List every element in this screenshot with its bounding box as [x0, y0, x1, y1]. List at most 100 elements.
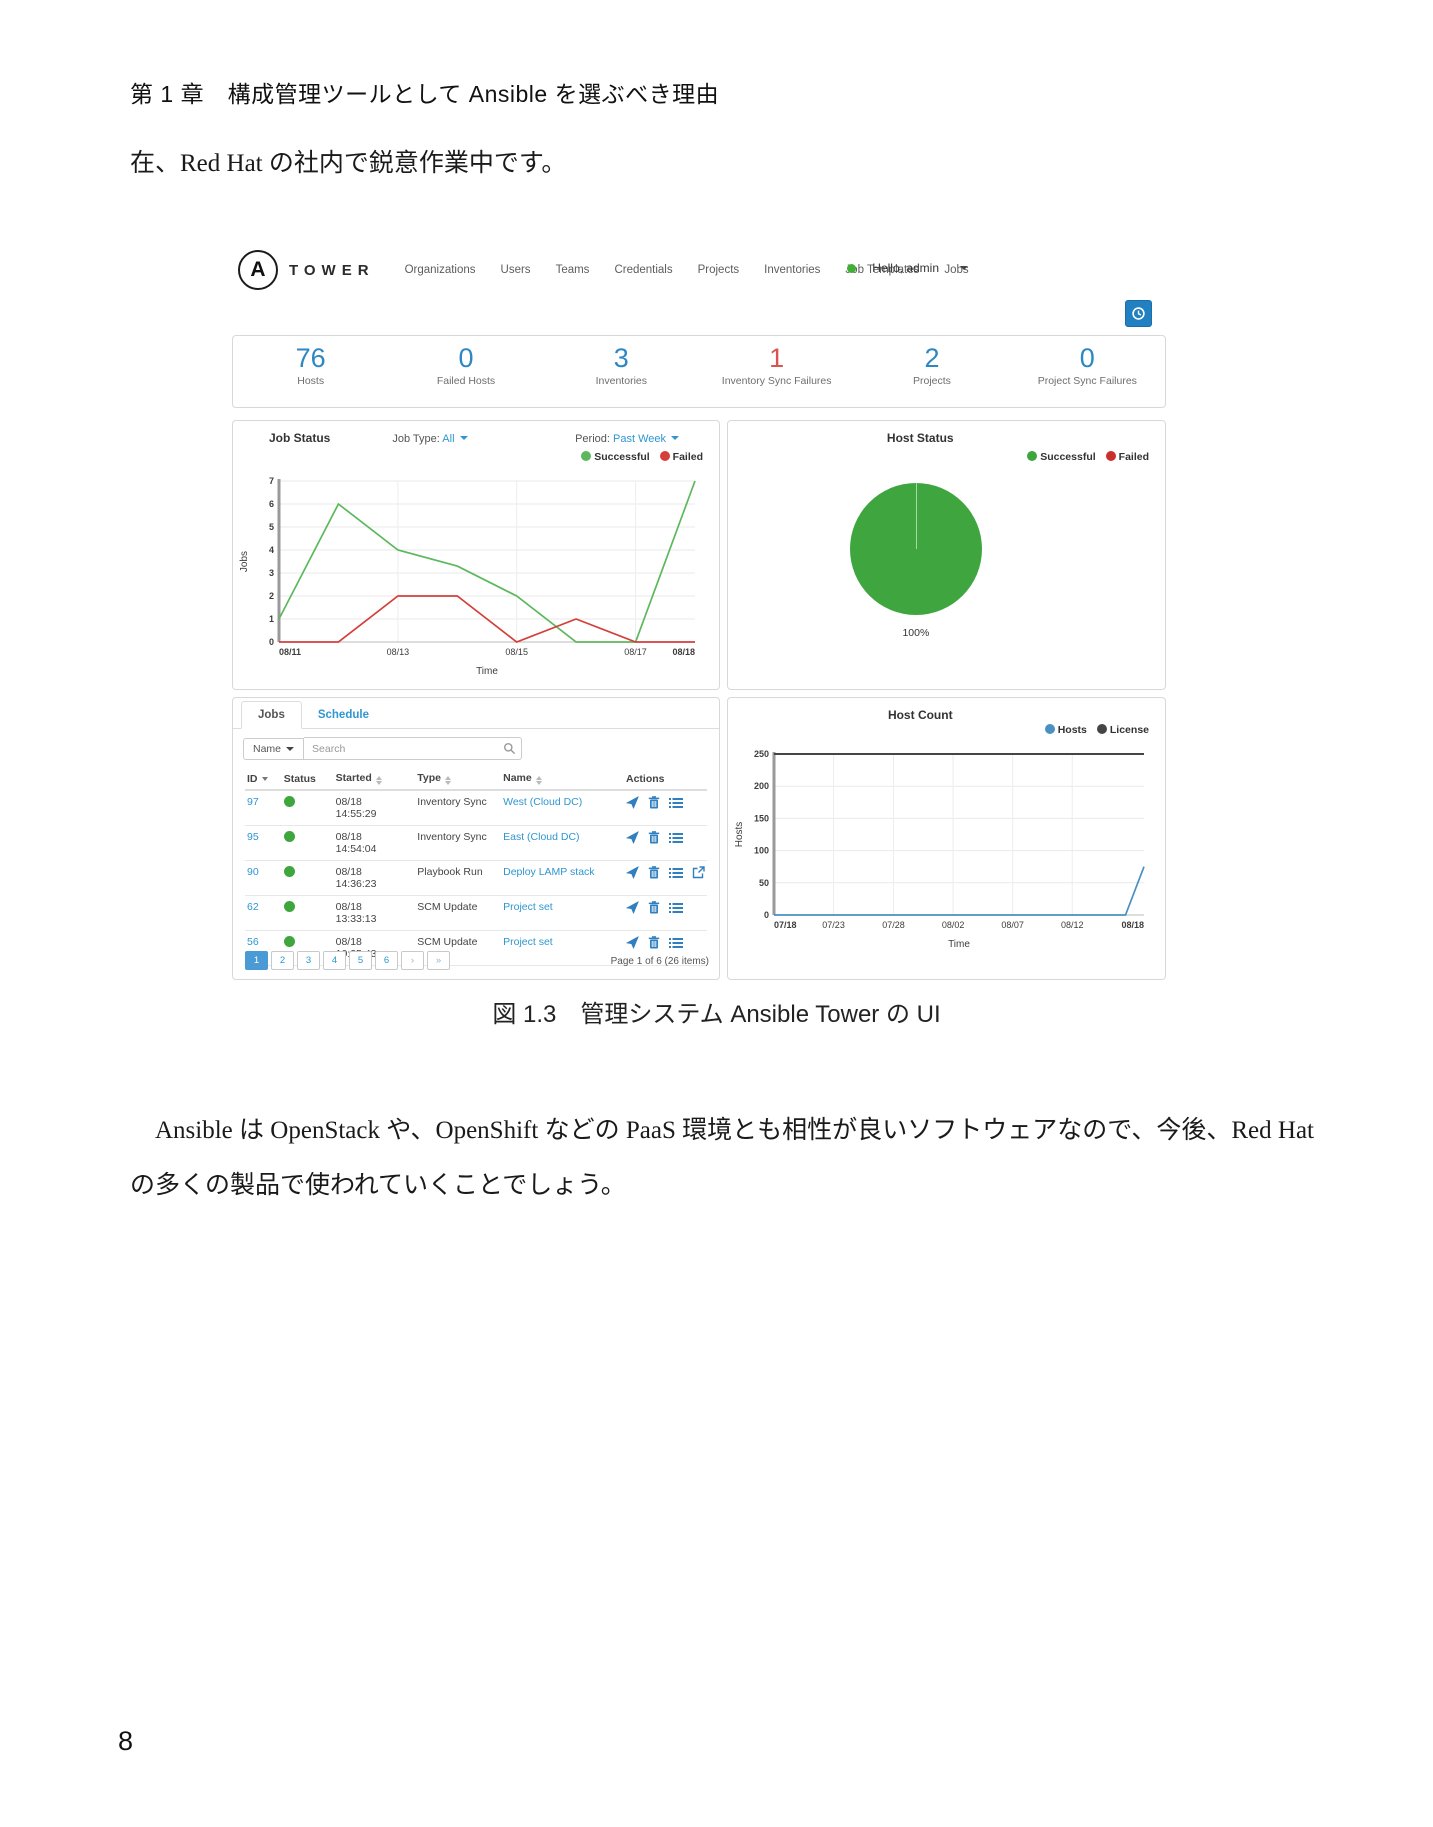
nav-inventories[interactable]: Inventories	[764, 264, 821, 276]
job-type: Inventory Sync	[415, 790, 502, 826]
brand-name: TOWER	[289, 261, 375, 279]
pie-percent-label: 100%	[902, 627, 930, 639]
col-header-type[interactable]: Type	[415, 768, 502, 791]
svg-text:08/07: 08/07	[1001, 920, 1024, 930]
job-type-filter[interactable]: Job Type: All	[392, 433, 468, 445]
col-header-actions: Actions	[624, 768, 707, 791]
delete-button[interactable]	[648, 831, 660, 847]
delete-button[interactable]	[648, 796, 660, 812]
col-header-id[interactable]: ID	[245, 768, 282, 791]
relaunch-button[interactable]	[625, 830, 640, 847]
job-status-icon[interactable]	[283, 936, 295, 947]
page-info: Page 1 of 6 (26 items)	[610, 956, 709, 967]
relaunch-icon	[625, 935, 640, 950]
summary-stats-bar: 76 Hosts 0 Failed Hosts 3 Inventories 1 …	[232, 335, 1166, 408]
relaunch-icon	[625, 830, 640, 845]
relaunch-button[interactable]	[625, 865, 640, 882]
job-id-link[interactable]: 90	[247, 866, 259, 878]
job-status-legend: Successful Failed	[581, 451, 703, 463]
legend-dot-license	[1096, 724, 1107, 734]
svg-text:200: 200	[754, 781, 769, 791]
dashboard-refresh-button[interactable]	[1125, 300, 1152, 327]
page-button-5[interactable]: 5	[349, 951, 372, 970]
job-id-link[interactable]: 56	[247, 936, 259, 948]
stat-projects[interactable]: 2 Projects	[854, 336, 1009, 407]
page-button-6[interactable]: 6	[375, 951, 398, 970]
svg-text:08/13: 08/13	[387, 647, 410, 657]
nav-teams[interactable]: Teams	[555, 264, 590, 276]
legend-dot-successful	[581, 451, 592, 461]
stat-hosts[interactable]: 76 Hosts	[233, 336, 388, 407]
job-status-icon[interactable]	[283, 866, 295, 877]
svg-text:07/18: 07/18	[774, 920, 797, 930]
page-button-2[interactable]: 2	[271, 951, 294, 970]
filter-field-button[interactable]: Name	[243, 737, 305, 760]
stat-inventories[interactable]: 3 Inventories	[544, 336, 699, 407]
job-status-icon[interactable]	[283, 831, 295, 842]
svg-text:2: 2	[269, 591, 274, 601]
relaunch-button[interactable]	[625, 900, 640, 917]
nav-organizations[interactable]: Organizations	[404, 264, 476, 276]
period-filter[interactable]: Period: Past Week	[575, 433, 679, 445]
nav-projects[interactable]: Projects	[697, 264, 740, 276]
job-status-icon[interactable]	[283, 901, 295, 912]
job-id-link[interactable]: 62	[247, 901, 259, 913]
svg-text:50: 50	[759, 878, 769, 888]
page-last-button[interactable]: »	[427, 951, 450, 970]
delete-button[interactable]	[648, 936, 660, 952]
chevron-down-icon	[960, 266, 968, 270]
tab-jobs[interactable]: Jobs	[241, 701, 302, 729]
nav-job-templates[interactable]: Job Templates	[845, 264, 920, 276]
stat-project-sync-failures[interactable]: 0 Project Sync Failures	[1010, 336, 1165, 407]
svg-text:08/11: 08/11	[279, 647, 301, 657]
job-name-link[interactable]: East (Cloud DC)	[503, 831, 580, 843]
col-header-started[interactable]: Started	[333, 768, 416, 791]
col-header-name[interactable]: Name	[501, 768, 624, 791]
tower-logo[interactable]: A	[238, 250, 278, 290]
external-link-button[interactable]	[692, 866, 705, 882]
job-started: 08/18 14:36:23	[333, 860, 416, 896]
user-menu[interactable]: Hello, admin	[847, 261, 968, 275]
job-status-icon[interactable]	[283, 796, 295, 807]
job-id-link[interactable]: 97	[247, 796, 259, 808]
job-name-link[interactable]: West (Cloud DC)	[503, 796, 583, 808]
relaunch-button[interactable]	[625, 935, 640, 952]
nav-credentials[interactable]: Credentials	[614, 264, 673, 276]
delete-button[interactable]	[648, 866, 660, 882]
job-name-link[interactable]: Project set	[503, 936, 553, 948]
chevron-down-icon	[671, 436, 679, 440]
search-input[interactable]	[304, 737, 523, 760]
page-button-3[interactable]: 3	[297, 951, 320, 970]
stdout-button[interactable]	[669, 937, 683, 952]
jobs-panel: Jobs Schedule Name ID Status	[232, 697, 720, 980]
stdout-list-icon	[669, 937, 683, 948]
page-button-4[interactable]: 4	[323, 951, 346, 970]
stat-inventory-sync-failures[interactable]: 1 Inventory Sync Failures	[699, 336, 854, 407]
delete-icon	[648, 901, 660, 914]
svg-text:100: 100	[754, 846, 769, 856]
svg-text:4: 4	[269, 545, 274, 555]
stat-value: 3	[613, 343, 629, 373]
job-name-link[interactable]: Deploy LAMP stack	[503, 866, 595, 878]
page-button-1[interactable]: 1	[245, 951, 268, 970]
stat-value: 0	[1079, 343, 1095, 373]
stdout-button[interactable]	[669, 832, 683, 847]
stdout-button[interactable]	[669, 867, 683, 882]
body-paragraph: Ansible は OpenStack や、OpenShift などの PaaS…	[130, 1117, 1314, 1199]
svg-text:7: 7	[269, 476, 274, 486]
job-id-link[interactable]: 95	[247, 831, 259, 843]
stat-value: 1	[769, 343, 785, 373]
stat-failed-hosts[interactable]: 0 Failed Hosts	[388, 336, 543, 407]
job-type: SCM Update	[415, 930, 502, 966]
col-header-status[interactable]: Status	[281, 768, 334, 791]
nav-users[interactable]: Users	[500, 264, 531, 276]
relaunch-button[interactable]	[625, 795, 640, 812]
tab-schedule[interactable]: Schedule	[317, 709, 369, 721]
job-name-link[interactable]: Project set	[503, 901, 553, 913]
job-status-header: Job Status Job Type: All Period: Past We…	[233, 421, 719, 445]
delete-button[interactable]	[648, 901, 660, 917]
stdout-button[interactable]	[669, 902, 683, 917]
page-next-button[interactable]: ›	[401, 951, 424, 970]
stat-label: Project Sync Failures	[1037, 375, 1137, 387]
stdout-button[interactable]	[669, 797, 683, 812]
